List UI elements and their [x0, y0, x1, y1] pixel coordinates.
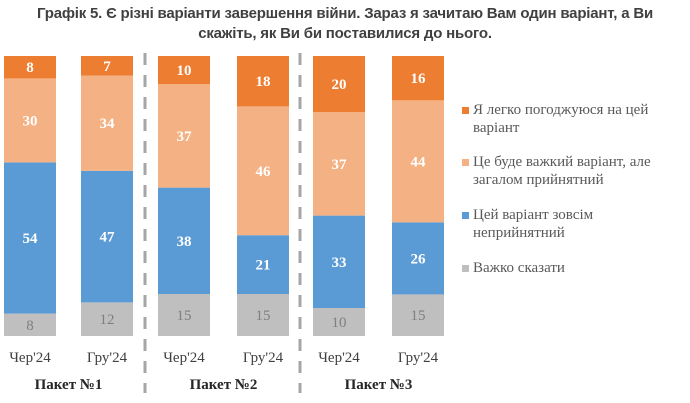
legend-item-hard-but-acceptable: Це буде важкий варіант, але загалом прий… [462, 153, 678, 189]
bar-segment [313, 112, 365, 216]
bar-segment [313, 308, 365, 336]
legend-item-unacceptable: Цей варіант зовсім неприйнятний [462, 206, 678, 242]
legend-item-easily-agree: Я легко погоджуюся на цей варіант [462, 101, 678, 137]
data-label: 54 [23, 231, 39, 247]
data-label: 21 [256, 258, 271, 274]
legend-label: Важко сказати [473, 260, 565, 276]
bar-segment [392, 100, 444, 223]
data-label: 8 [26, 60, 34, 76]
data-label: 20 [332, 77, 347, 93]
legend-swatch-icon [462, 159, 469, 166]
data-label: 15 [256, 308, 271, 324]
legend-label: Це буде важкий варіант, але загалом прий… [473, 154, 651, 188]
data-label: 10 [177, 63, 192, 79]
bar-segment [4, 162, 56, 314]
bar-segment [158, 187, 210, 294]
category-label: Чер'24 [318, 350, 360, 366]
data-label: 15 [177, 308, 192, 324]
data-label: 44 [411, 154, 427, 170]
bar-segment [392, 222, 444, 295]
bar-segment [81, 170, 133, 303]
category-label: Чер'24 [163, 350, 205, 366]
data-label: 37 [332, 157, 348, 173]
data-label: 7 [103, 59, 111, 75]
bar-segment [4, 56, 56, 79]
chart-title: Графік 5. Є різні варіанти завершення ві… [0, 4, 690, 44]
data-label: 37 [177, 129, 193, 145]
bar-segment [237, 294, 289, 336]
bar-segment [81, 56, 133, 76]
legend-item-hard-to-say: Важко сказати [462, 259, 678, 277]
group-label: Пакет №1 [35, 377, 103, 393]
bar-segment [158, 294, 210, 336]
bar-segment [392, 56, 444, 101]
category-label: Гру'24 [87, 350, 128, 366]
data-label: 10 [332, 315, 347, 331]
bar-segment [392, 294, 444, 336]
chart-title-line-2: скажіть, як Ви би поставилися до нього. [198, 25, 492, 42]
bar-segment [81, 302, 133, 336]
category-label: Гру'24 [243, 350, 284, 366]
data-label: 38 [177, 234, 192, 250]
legend-label: Цей варіант зовсім неприйнятний [473, 207, 594, 241]
data-label: 47 [100, 230, 116, 246]
chart-title-line-1: Графік 5. Є різні варіанти завершення ві… [37, 5, 653, 22]
data-label: 12 [100, 312, 115, 328]
bar-segment [81, 75, 133, 171]
data-label: 18 [256, 74, 271, 90]
bar-segment [237, 235, 289, 294]
data-label: 15 [411, 308, 426, 324]
legend-swatch-icon [462, 265, 469, 272]
data-label: 8 [26, 318, 34, 334]
category-label: Гру'24 [398, 350, 439, 366]
legend-swatch-icon [462, 212, 469, 219]
legend-label: Я легко погоджуюся на цей варіант [473, 102, 649, 136]
data-label: 33 [332, 255, 347, 271]
bar-segment [158, 56, 210, 84]
group-label: Пакет №3 [345, 377, 413, 393]
group-label: Пакет №2 [190, 377, 258, 393]
legend-swatch-icon [462, 107, 469, 114]
data-label: 16 [411, 71, 427, 87]
bar-segment [313, 56, 365, 112]
bar-segment [158, 84, 210, 188]
bar-segment [313, 215, 365, 308]
bar-segment [4, 78, 56, 163]
data-label: 34 [100, 116, 116, 132]
data-label: 46 [256, 164, 272, 180]
bar-segment [4, 313, 56, 336]
data-label: 30 [23, 113, 38, 129]
bar-segment [237, 106, 289, 236]
bar-segment [237, 56, 289, 107]
data-label: 26 [411, 251, 427, 267]
category-label: Чер'24 [9, 350, 51, 366]
